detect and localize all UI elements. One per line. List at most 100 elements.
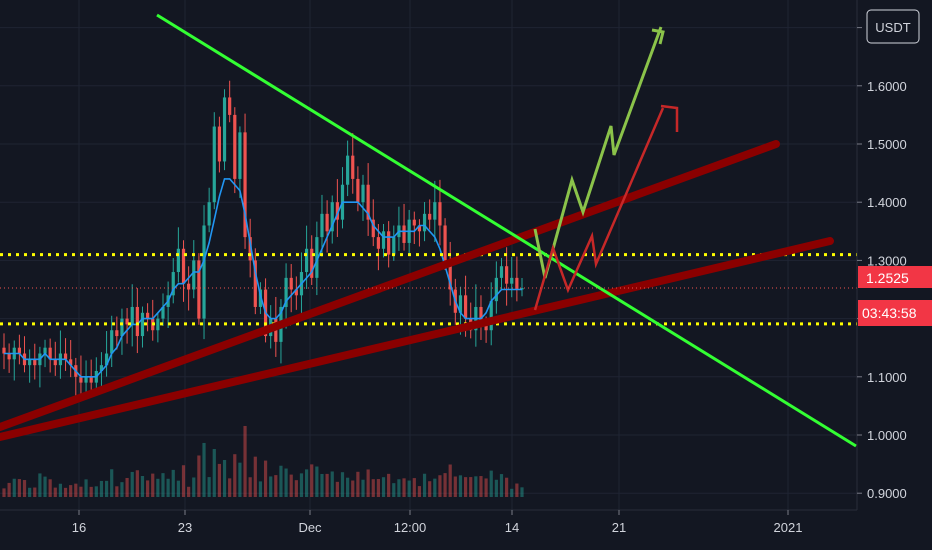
volume-bar (207, 477, 211, 497)
volume-bar (228, 478, 232, 497)
price-tick-label: 1.4000 (867, 195, 907, 210)
volume-bar (79, 486, 83, 497)
candle-body (171, 272, 175, 296)
volume-bar (520, 487, 524, 497)
volume-bar (171, 469, 175, 497)
volume-bar (269, 476, 273, 497)
candle-body (84, 376, 88, 383)
volume-bar (448, 464, 452, 497)
volume-bar (428, 481, 432, 497)
volume-bar (289, 474, 293, 497)
volume-bar (89, 486, 93, 497)
volume-bar (315, 466, 319, 497)
volume-bar (340, 472, 345, 497)
candle-body (17, 347, 21, 354)
candle-body (371, 219, 375, 238)
candle-body (181, 248, 186, 284)
currency-button[interactable]: USDT (866, 9, 920, 44)
time-tick-label: Dec (298, 520, 322, 535)
volume-bar (63, 487, 68, 497)
volume-bar (263, 460, 268, 497)
volume-bar (161, 473, 165, 497)
volume-bar (222, 459, 227, 497)
volume-bar (248, 477, 252, 497)
time-tick-label: 21 (612, 520, 626, 535)
candle-body (140, 312, 145, 337)
volume-bar (407, 480, 411, 497)
volume-bar (238, 462, 242, 497)
volume-bar (304, 469, 309, 497)
candle-body (412, 219, 416, 226)
candle-body (120, 318, 124, 337)
candle-body (387, 231, 391, 255)
volume-bar (243, 425, 247, 497)
candle-body (494, 277, 498, 302)
candle-body (207, 202, 211, 226)
price-tick-label: 1.5000 (867, 137, 907, 152)
volume-bar (197, 455, 201, 497)
candle-body (243, 132, 247, 238)
volume-bar (474, 476, 478, 497)
volume-bar (58, 483, 63, 497)
volume-bar (479, 476, 483, 497)
candle-body (320, 213, 324, 238)
projection-down-path (533, 107, 665, 311)
volume-bar (443, 473, 447, 497)
volume-bar (417, 486, 422, 497)
volume-bar (494, 479, 498, 497)
candle-body (228, 97, 232, 115)
candle-body (115, 330, 119, 337)
candle-body (187, 283, 191, 290)
volume-bar (330, 471, 334, 497)
volume-bar (38, 473, 42, 497)
candle-body (463, 295, 468, 319)
candle-body (510, 277, 514, 284)
candle-body (325, 213, 329, 232)
volume-bar (135, 470, 139, 497)
volume-bar (392, 483, 396, 497)
candle-body (356, 178, 360, 203)
candle-body (381, 231, 386, 249)
candle-body (330, 202, 334, 232)
volume-bar (499, 474, 504, 497)
volume-bar (74, 483, 78, 497)
candle-body (458, 295, 463, 313)
volume-bar (192, 477, 196, 497)
price-tick-label: 1.6000 (867, 79, 907, 94)
candle-body (161, 306, 165, 319)
candle-body (43, 347, 47, 354)
candle-body (346, 155, 350, 185)
time-tick-label: 16 (72, 520, 86, 535)
candle-body (417, 225, 422, 232)
volume-bar (484, 478, 488, 497)
volume-bar (510, 488, 514, 497)
projection-down-arrowhead (660, 104, 679, 132)
candle-body (202, 225, 206, 319)
volume-bar (28, 487, 32, 497)
volume-bar (397, 479, 401, 497)
candle-body (489, 301, 493, 331)
candle-body (422, 213, 427, 232)
candle-body (499, 266, 504, 278)
candle-body (222, 97, 227, 162)
volume-bar (294, 480, 298, 497)
candle-body (479, 306, 483, 325)
volume-bar (361, 479, 365, 497)
time-axis[interactable]: 16 23 Dec 12:00 14 21 2021 (0, 509, 857, 535)
volume-bar (463, 477, 468, 497)
volume-bar (325, 473, 329, 497)
candle-body (433, 202, 437, 220)
candle-body (192, 260, 196, 290)
volume-bar (320, 473, 324, 497)
volume-bar (7, 482, 11, 497)
volume-bar (366, 469, 370, 497)
volume-bar (94, 486, 98, 497)
volume-bar (351, 480, 355, 497)
volume-bar (274, 475, 278, 497)
trend-line (156, 13, 857, 448)
volume-bars (2, 425, 524, 497)
volume-bar (202, 442, 206, 497)
volume-bar (356, 471, 360, 497)
candle-body (63, 353, 68, 360)
